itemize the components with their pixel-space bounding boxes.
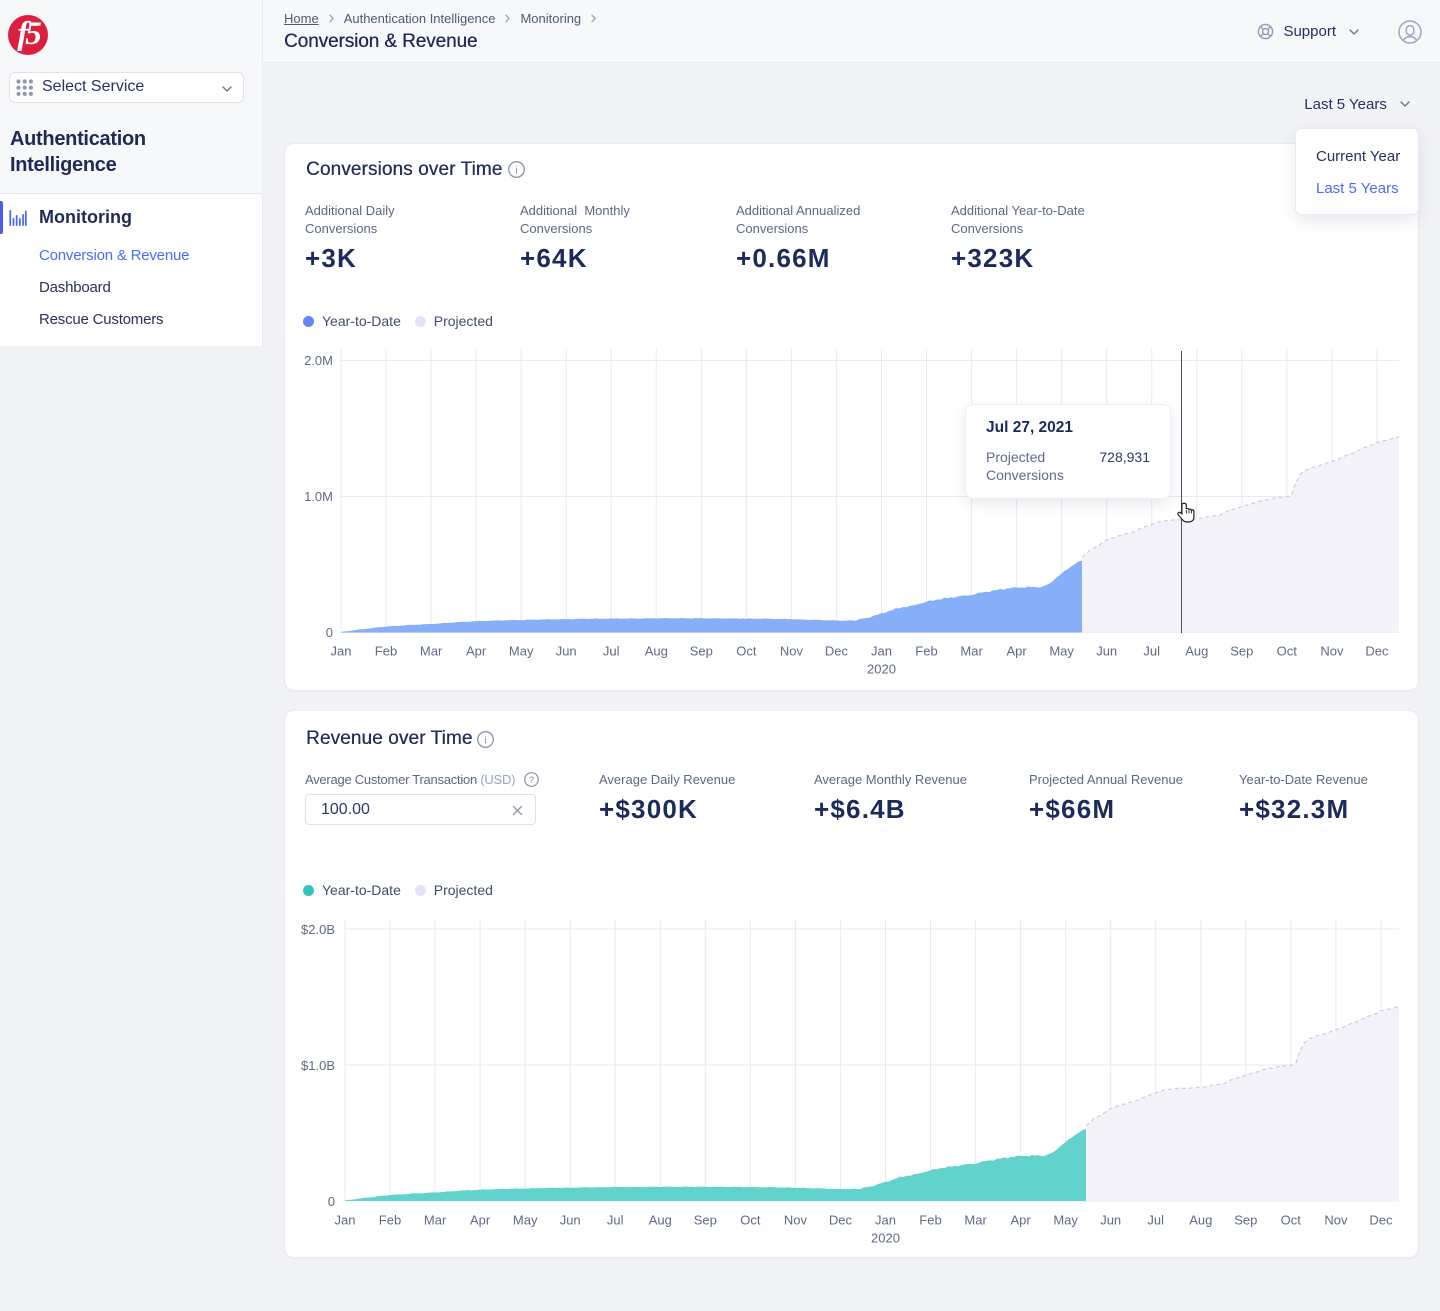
svg-text:Dec: Dec (829, 1213, 853, 1228)
svg-text:Sep: Sep (1230, 644, 1253, 659)
svg-text:Jun: Jun (1096, 644, 1117, 659)
svg-text:0: 0 (326, 625, 333, 640)
svg-text:Apr: Apr (1010, 1213, 1031, 1228)
svg-text:Oct: Oct (1277, 644, 1298, 659)
svg-text:Dec: Dec (825, 644, 849, 659)
svg-text:2020: 2020 (867, 662, 896, 677)
svg-text:Dec: Dec (1365, 644, 1389, 659)
svg-text:Jan: Jan (871, 644, 892, 659)
svg-text:Jun: Jun (1100, 1213, 1121, 1228)
svg-text:Jan: Jan (331, 644, 352, 659)
svg-text:Jul: Jul (1147, 1213, 1164, 1228)
svg-text:i: i (515, 164, 517, 176)
svg-text:Feb: Feb (915, 644, 937, 659)
svg-text:Jun: Jun (560, 1213, 581, 1228)
svg-text:Oct: Oct (1281, 1213, 1302, 1228)
svg-text:$1.0B: $1.0B (301, 1058, 335, 1073)
svg-text:Sep: Sep (690, 644, 713, 659)
svg-text:Oct: Oct (736, 644, 757, 659)
svg-text:Jul: Jul (1143, 644, 1160, 659)
svg-text:Aug: Aug (649, 1213, 672, 1228)
svg-text:Jan: Jan (335, 1213, 356, 1228)
svg-text:Nov: Nov (1324, 1213, 1348, 1228)
svg-text:0: 0 (328, 1194, 335, 1209)
svg-text:$2.0B: $2.0B (301, 922, 335, 937)
svg-text:Aug: Aug (1189, 1213, 1212, 1228)
svg-text:May: May (1053, 1213, 1078, 1228)
svg-text:Jul: Jul (607, 1213, 624, 1228)
svg-text:i: i (484, 734, 486, 746)
svg-text:Aug: Aug (1185, 644, 1208, 659)
svg-text:May: May (509, 644, 534, 659)
svg-text:Apr: Apr (1006, 644, 1027, 659)
svg-text:Sep: Sep (1234, 1213, 1257, 1228)
svg-text:Jun: Jun (556, 644, 577, 659)
svg-text:Nov: Nov (1320, 644, 1344, 659)
svg-text:May: May (1049, 644, 1074, 659)
svg-text:Oct: Oct (740, 1213, 761, 1228)
svg-text:Feb: Feb (379, 1213, 401, 1228)
svg-text:Jul: Jul (603, 644, 620, 659)
svg-text:?: ? (529, 775, 534, 786)
svg-text:Apr: Apr (466, 644, 487, 659)
svg-text:Nov: Nov (780, 644, 804, 659)
svg-text:Mar: Mar (964, 1213, 987, 1228)
svg-text:Mar: Mar (424, 1213, 447, 1228)
svg-text:2020: 2020 (871, 1231, 900, 1246)
svg-text:Mar: Mar (420, 644, 443, 659)
svg-text:Mar: Mar (960, 644, 983, 659)
svg-text:Apr: Apr (470, 1213, 491, 1228)
svg-text:2.0M: 2.0M (304, 353, 333, 368)
svg-text:Nov: Nov (784, 1213, 808, 1228)
svg-text:Jan: Jan (875, 1213, 896, 1228)
svg-text:Feb: Feb (919, 1213, 941, 1228)
svg-text:Feb: Feb (375, 644, 397, 659)
svg-text:May: May (513, 1213, 538, 1228)
svg-text:Aug: Aug (645, 644, 668, 659)
svg-text:Dec: Dec (1369, 1213, 1393, 1228)
svg-text:1.0M: 1.0M (304, 489, 333, 504)
svg-text:Sep: Sep (694, 1213, 717, 1228)
